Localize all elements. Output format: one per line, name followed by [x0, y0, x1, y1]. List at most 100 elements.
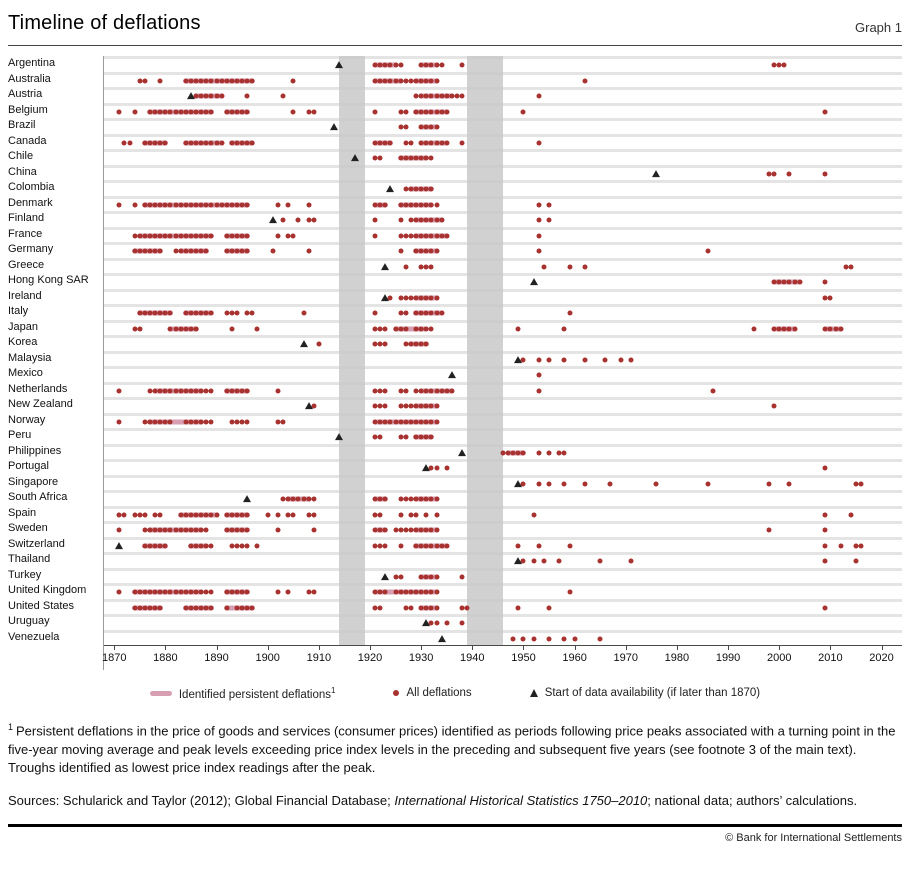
deflation-marker — [403, 140, 409, 146]
deflation-marker — [311, 512, 317, 518]
country-label-germany: Germany — [8, 243, 54, 255]
deflation-marker — [137, 589, 143, 595]
deflation-marker — [372, 155, 378, 161]
deflation-marker — [239, 109, 245, 115]
deflation-marker — [403, 589, 409, 595]
deflation-marker — [418, 574, 424, 580]
deflation-marker — [239, 605, 245, 611]
deflation-marker — [515, 450, 521, 456]
deflation-marker — [536, 372, 542, 378]
deflation-marker — [848, 264, 854, 270]
deflation-marker — [193, 527, 199, 533]
deflation-marker — [229, 512, 235, 518]
deflation-marker — [234, 109, 240, 115]
deflation-marker — [536, 233, 542, 239]
deflation-marker — [290, 512, 296, 518]
persistent-deflation-bar — [408, 341, 429, 347]
axis-tick — [369, 646, 371, 650]
deflation-marker — [505, 450, 511, 456]
deflation-marker — [152, 310, 158, 316]
deflation-marker — [439, 233, 445, 239]
country-row-spain — [104, 505, 902, 521]
deflation-marker — [224, 78, 230, 84]
deflation-marker — [249, 140, 255, 146]
deflation-marker — [142, 527, 148, 533]
axis-tick — [165, 646, 167, 650]
data-start-marker — [381, 293, 390, 301]
deflation-marker — [434, 512, 439, 518]
deflation-marker — [418, 248, 424, 254]
deflation-marker — [372, 202, 378, 208]
deflation-marker — [393, 326, 399, 332]
deflation-marker — [398, 419, 404, 425]
country-label-united-kingdom: United Kingdom — [8, 584, 87, 596]
deflation-marker — [428, 295, 434, 301]
data-start-marker — [268, 216, 277, 224]
country-row-germany — [104, 242, 902, 258]
deflation-marker — [188, 388, 194, 394]
deflation-marker — [147, 419, 153, 425]
country-label-south-africa: South Africa — [8, 491, 68, 503]
deflation-marker — [398, 202, 404, 208]
deflation-marker — [510, 450, 516, 456]
deflation-marker — [188, 527, 194, 533]
deflation-marker — [418, 326, 424, 332]
deflation-marker — [434, 543, 439, 549]
deflation-marker — [459, 605, 465, 611]
legend-item-all-deflations: All deflations — [393, 687, 472, 699]
persistent-deflation-bar — [224, 605, 255, 611]
country-row-peru — [104, 428, 902, 444]
deflation-marker — [157, 248, 163, 254]
axis-tick — [676, 646, 678, 650]
deflation-marker — [387, 62, 393, 68]
deflation-marker — [203, 512, 209, 518]
deflation-marker — [188, 109, 194, 115]
persistent-deflation-bar — [413, 434, 434, 440]
deflation-marker — [188, 248, 194, 254]
deflation-marker — [459, 574, 465, 580]
deflation-marker — [244, 140, 250, 146]
deflation-marker — [423, 310, 429, 316]
deflation-marker — [183, 109, 189, 115]
deflation-marker — [142, 233, 148, 239]
axis-tick — [216, 646, 218, 650]
deflation-marker — [239, 140, 245, 146]
deflation-marker — [520, 357, 526, 363]
deflation-marker — [786, 171, 792, 177]
country-label-netherlands: Netherlands — [8, 382, 68, 395]
sources-prefix: Sources: Schularick and Taylor (2012); G… — [8, 792, 395, 808]
deflation-marker — [546, 481, 552, 487]
deflation-marker — [459, 620, 465, 626]
deflation-marker — [408, 589, 414, 595]
deflation-marker — [439, 388, 445, 394]
deflation-marker — [853, 543, 859, 549]
deflation-marker — [183, 388, 189, 394]
deflation-marker — [142, 419, 148, 425]
deflation-marker — [403, 341, 409, 347]
persistent-deflation-bar — [178, 512, 220, 518]
deflation-marker — [173, 326, 179, 332]
deflation-marker — [567, 589, 572, 595]
bottom-rule — [8, 823, 902, 827]
axis-tick — [574, 646, 576, 650]
deflation-marker — [147, 202, 153, 208]
deflation-marker — [147, 310, 153, 316]
deflation-marker — [290, 109, 296, 115]
deflation-marker — [408, 419, 414, 425]
deflation-marker — [531, 636, 537, 642]
deflation-marker — [413, 186, 419, 192]
persistent-deflation-bar — [183, 605, 214, 611]
country-row-denmark — [104, 195, 902, 211]
deflation-marker — [157, 605, 163, 611]
deflation-marker — [188, 512, 194, 518]
country-row-china — [104, 164, 902, 180]
deflation-marker — [162, 419, 168, 425]
deflation-marker — [454, 93, 460, 99]
deflation-marker — [423, 527, 429, 533]
deflation-marker — [536, 140, 542, 146]
axis-tick-label: 1890 — [204, 652, 229, 664]
deflation-marker — [459, 93, 465, 99]
deflation-marker — [142, 589, 148, 595]
country-label-hong-kong-sar: Hong Kong SAR — [8, 274, 89, 286]
deflation-marker — [311, 496, 317, 502]
